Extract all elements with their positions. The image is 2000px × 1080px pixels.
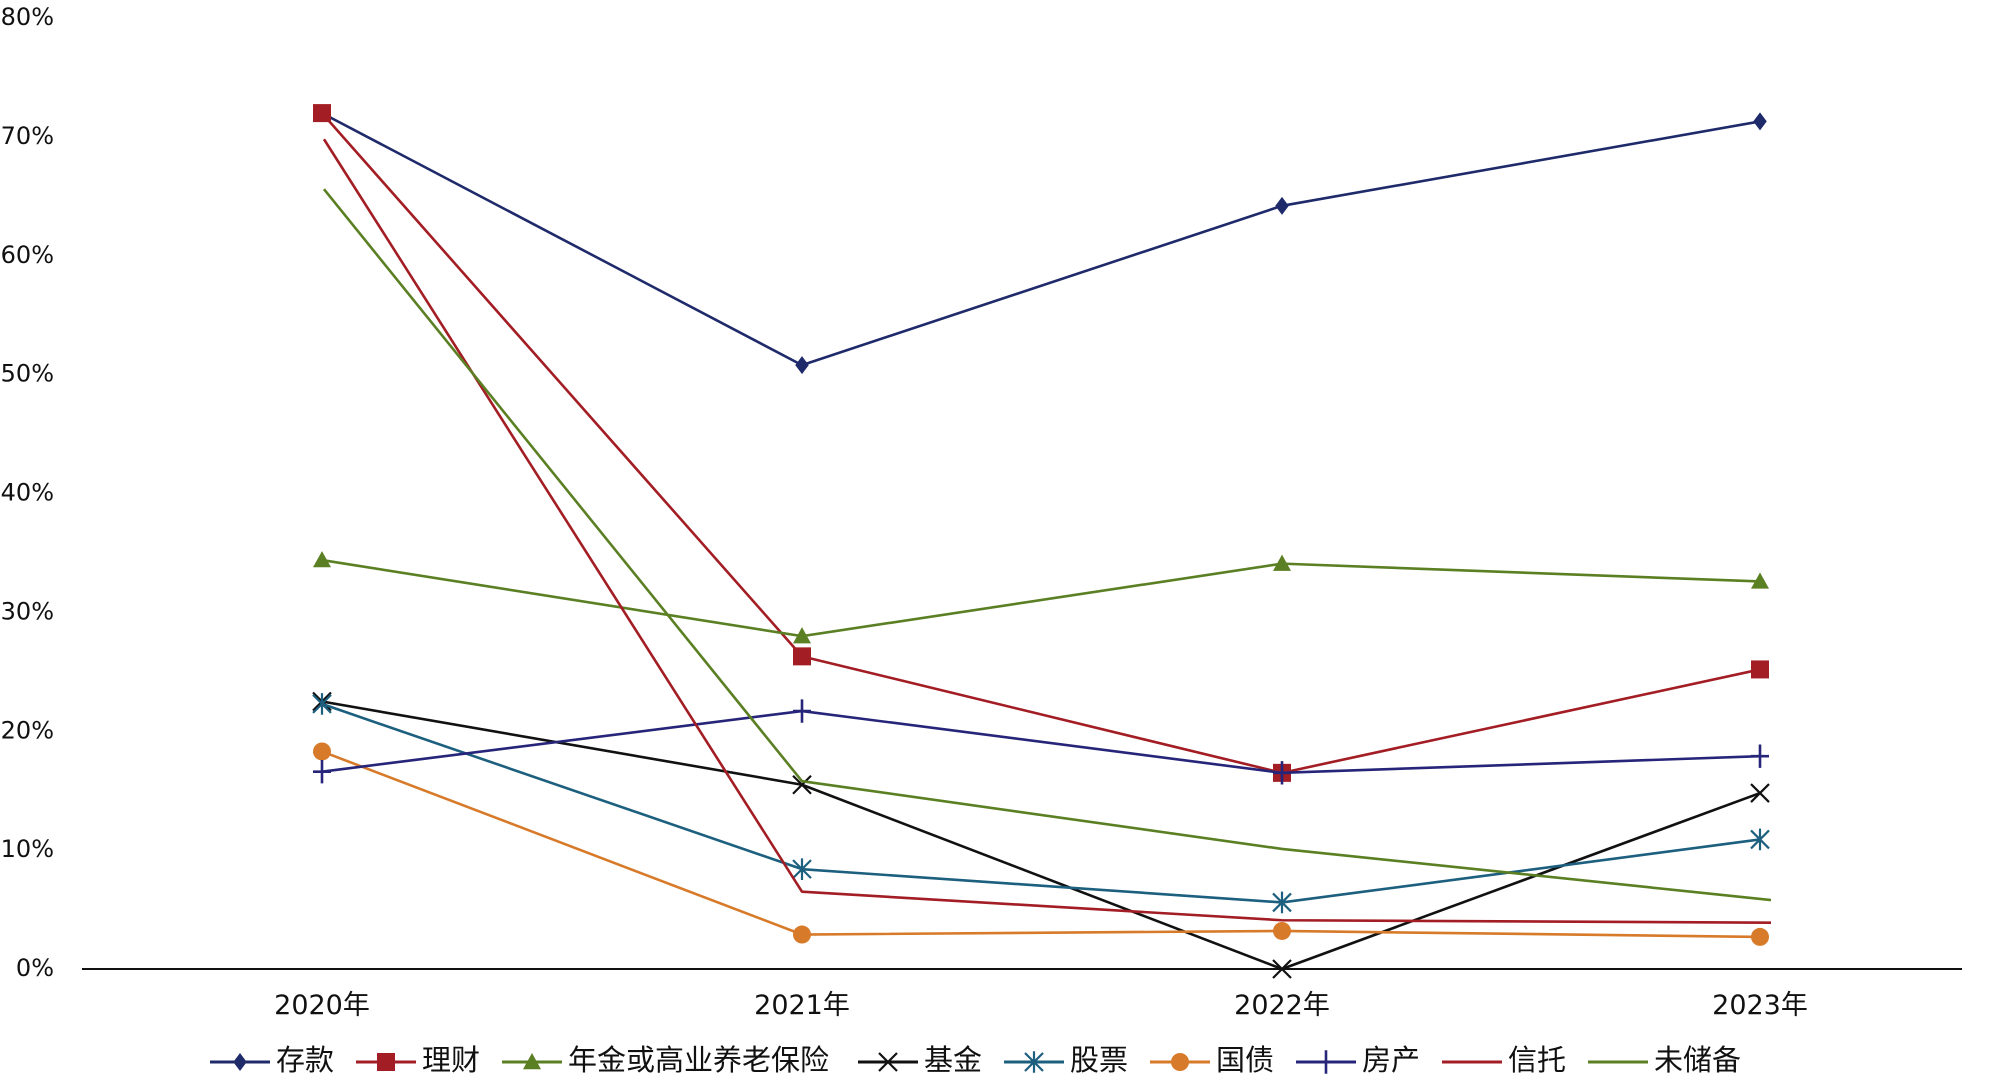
legend-marker — [878, 1052, 898, 1072]
data-point — [1750, 828, 1770, 851]
legend-label: 基金 — [924, 1043, 982, 1077]
legend-marker — [233, 1053, 247, 1071]
data-point — [1751, 660, 1769, 679]
legend-item: 国债 — [1150, 1043, 1274, 1077]
data-point — [313, 104, 331, 123]
legend-marker — [523, 1053, 541, 1070]
y-tick-label: 40% — [1, 479, 54, 507]
legend-marker — [1024, 1051, 1044, 1073]
y-tick-label: 80% — [1, 3, 54, 31]
data-point — [792, 858, 812, 880]
legend-item: 理财 — [356, 1043, 480, 1077]
legend-item: 股票 — [1004, 1043, 1128, 1077]
y-tick-label: 20% — [1, 716, 54, 744]
series-line — [321, 558, 1761, 638]
series-layer — [312, 104, 1772, 979]
legend-marker — [377, 1053, 395, 1071]
x-axis-ticks: 2020年 2021年 2022年 2023年 — [274, 990, 1808, 1021]
y-tick-label: 70% — [1, 122, 54, 150]
legend: 存款 理财 年金或高业养老保险 基金 股票 国债 房产 信托 未储备 — [210, 1043, 1741, 1077]
data-point — [1272, 891, 1292, 914]
data-point — [1751, 744, 1769, 768]
y-tick-label: 30% — [1, 597, 54, 625]
y-axis-ticks: 0% 10% 20% 30% 40% 50% 60% 70% 80% — [1, 3, 54, 982]
series-line — [321, 702, 1761, 904]
data-point — [1750, 783, 1770, 803]
series-line — [321, 709, 1761, 775]
data-point — [1273, 761, 1291, 785]
series-line — [322, 188, 1772, 902]
x-tick-label: 2020年 — [274, 990, 370, 1021]
legend-item: 存款 — [210, 1043, 334, 1077]
legend-marker — [1317, 1050, 1335, 1074]
x-tick-label: 2023年 — [1712, 990, 1808, 1021]
data-point — [1273, 921, 1291, 940]
legend-marker — [1171, 1053, 1189, 1071]
series-line — [321, 111, 1761, 367]
series-group — [322, 138, 1772, 924]
y-tick-label: 0% — [16, 954, 54, 982]
series-group — [312, 691, 1770, 979]
x-tick-label: 2021年 — [754, 990, 850, 1021]
series-line — [321, 112, 1761, 775]
data-point — [313, 759, 331, 784]
series-group — [315, 104, 1767, 375]
data-point — [792, 774, 812, 795]
data-point — [1275, 196, 1289, 215]
y-tick-label: 10% — [1, 835, 54, 863]
data-point — [793, 925, 811, 944]
data-point — [1753, 112, 1767, 131]
legend-label: 房产 — [1362, 1043, 1420, 1077]
legend-item: 未储备 — [1588, 1043, 1741, 1077]
legend-label: 存款 — [276, 1043, 334, 1077]
data-point — [313, 551, 331, 568]
legend-item: 年金或高业养老保险 — [502, 1043, 829, 1077]
series-line — [322, 138, 1772, 924]
series-group — [322, 188, 1772, 902]
series-line — [321, 750, 1761, 939]
data-point — [793, 627, 811, 644]
data-point — [793, 647, 811, 666]
data-point — [795, 356, 809, 375]
legend-label: 信托 — [1508, 1043, 1566, 1077]
series-group — [313, 742, 1769, 946]
series-line — [321, 700, 1761, 971]
series-group — [313, 104, 1769, 782]
x-tick-label: 2022年 — [1234, 990, 1330, 1021]
data-point — [312, 693, 332, 715]
series-group — [312, 693, 1770, 914]
legend-label: 国债 — [1216, 1043, 1274, 1077]
y-tick-label: 60% — [1, 241, 54, 269]
data-point — [1751, 572, 1769, 589]
data-point — [793, 699, 811, 723]
data-point — [1273, 554, 1291, 571]
series-group — [313, 699, 1769, 785]
legend-label: 年金或高业养老保险 — [568, 1043, 829, 1077]
y-tick-label: 50% — [1, 360, 54, 388]
data-point — [1272, 959, 1292, 979]
series-group — [313, 551, 1769, 644]
data-point — [313, 742, 331, 761]
data-point — [1751, 927, 1769, 946]
legend-item: 信托 — [1442, 1043, 1566, 1077]
legend-item: 房产 — [1296, 1043, 1420, 1077]
legend-label: 理财 — [422, 1043, 480, 1077]
legend-label: 未储备 — [1654, 1043, 1741, 1077]
legend-item: 基金 — [858, 1043, 982, 1077]
legend-label: 股票 — [1070, 1043, 1128, 1077]
